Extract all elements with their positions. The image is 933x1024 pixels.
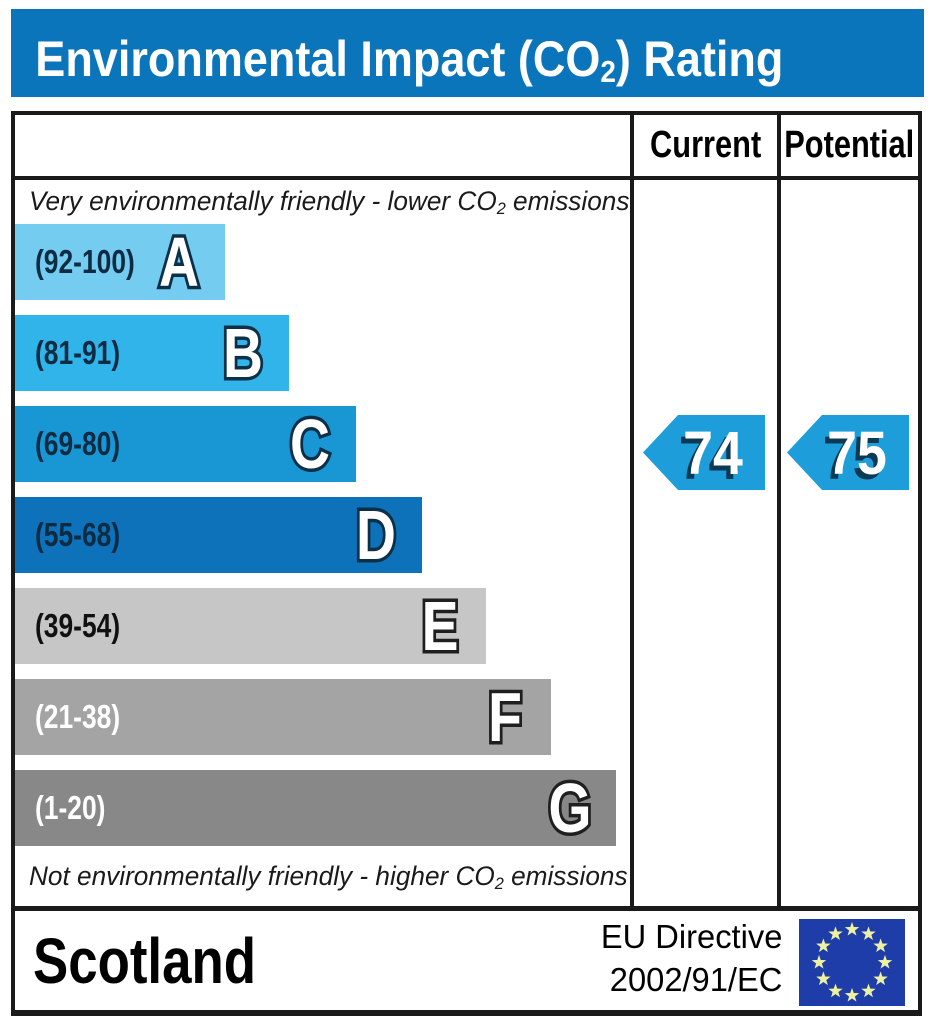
column-divider-potential	[777, 115, 781, 906]
note-very-friendly-suffix: emissions	[505, 186, 630, 216]
header-underline	[15, 176, 918, 180]
band-c-range: (69-80)	[35, 425, 121, 462]
band-f-range: (21-38)	[35, 698, 121, 735]
band-c-letter: C	[290, 406, 330, 484]
band-d-range: (55-68)	[35, 516, 121, 553]
column-header-potential: Potential	[781, 115, 918, 176]
band-a: (92-100) A	[15, 221, 225, 305]
band-e-range: (39-54)	[35, 607, 121, 644]
note-not-friendly-text: Not environmentally friendly - higher CO	[29, 861, 495, 891]
band-d-letter: D	[356, 497, 396, 575]
page-title-suffix: ) Rating	[615, 31, 784, 87]
column-header-potential-label: Potential	[784, 124, 915, 166]
band-g: (1-20) G	[15, 767, 616, 851]
footer-region-label: Scotland	[33, 925, 256, 997]
page-title-text: Environmental Impact (CO	[35, 31, 601, 87]
page-title-subscript: 2	[600, 53, 616, 89]
band-a-letter: A	[159, 224, 199, 302]
band-b: (81-91) B	[15, 312, 289, 396]
note-very-friendly-text: Very environmentally friendly - lower CO	[29, 186, 497, 216]
eu-directive-line2: 2002/91/EC	[609, 961, 782, 998]
band-b-letter: B	[223, 315, 263, 393]
potential-rating-value: 75	[827, 418, 887, 487]
potential-rating-arrow: 75	[787, 415, 909, 490]
column-divider-current	[630, 115, 634, 906]
note-not-friendly-suffix: emissions	[503, 861, 628, 891]
note-not-friendly-subscript: 2	[494, 873, 504, 893]
band-c: (69-80) C	[15, 403, 356, 487]
band-g-range: (1-20)	[35, 789, 106, 826]
band-f-letter: F	[488, 679, 522, 757]
band-e: (39-54) E	[15, 585, 486, 669]
current-rating-value: 74	[683, 418, 743, 487]
band-b-range: (81-91)	[35, 334, 121, 371]
eu-flag-icon	[799, 919, 905, 1006]
note-not-friendly: Not environmentally friendly - higher CO…	[29, 861, 628, 893]
footer-bar: Scotland EU Directive 2002/91/EC	[11, 906, 922, 1016]
banner-title-bar: Environmental Impact (CO2) Rating	[11, 9, 924, 97]
eu-directive-line1: EU Directive	[600, 918, 782, 955]
column-header-current-label: Current	[649, 124, 762, 166]
rating-chart-table: Current Potential Very environmentally f…	[11, 111, 922, 906]
band-d: (55-68) D	[15, 494, 422, 578]
band-g-letter: G	[548, 770, 591, 848]
band-f: (21-38) F	[15, 676, 551, 760]
column-header-current: Current	[634, 115, 777, 176]
page-title: Environmental Impact (CO2) Rating	[11, 31, 833, 87]
eu-directive-label: EU Directive 2002/91/EC	[600, 915, 782, 1001]
current-rating-arrow: 74	[643, 415, 765, 490]
note-very-friendly: Very environmentally friendly - lower CO…	[29, 186, 630, 218]
band-e-letter: E	[422, 588, 459, 666]
band-a-range: (92-100)	[35, 243, 135, 280]
note-very-friendly-subscript: 2	[496, 198, 506, 218]
